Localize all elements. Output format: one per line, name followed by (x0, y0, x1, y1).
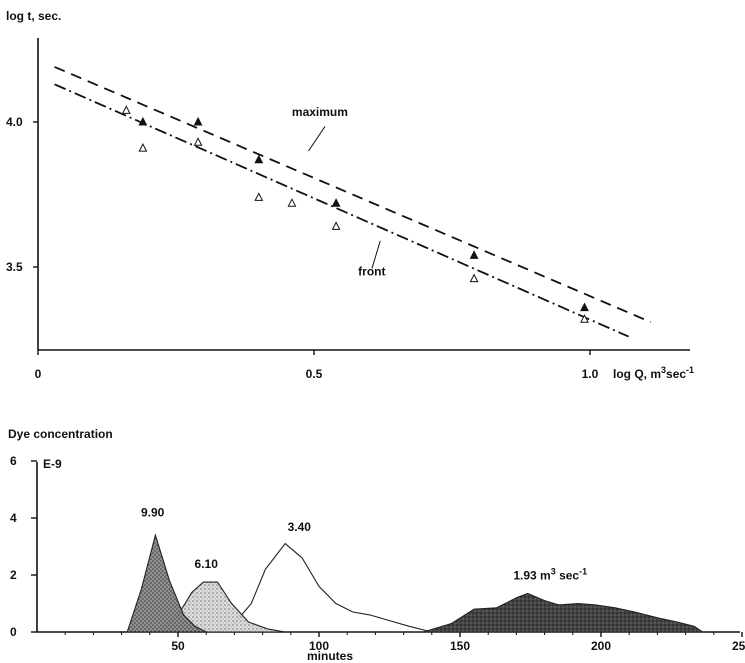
point-front-3 (254, 192, 264, 201)
peak-label-9.90: 9.90 (141, 506, 165, 520)
bottom-x-axis-label: minutes (307, 649, 353, 663)
top-ticks: 0 0.5 1.0 3.5 4.0 (6, 115, 599, 381)
point-front-7 (580, 314, 589, 323)
top-annotations: maximum front (292, 105, 386, 279)
point-front-0 (121, 105, 131, 114)
bottom-y-tick-label-2: 4 (10, 511, 17, 525)
point-maximum-3 (331, 198, 341, 207)
bottom-x-tick-label-2: 150 (450, 639, 470, 653)
point-maximum-4 (469, 250, 479, 259)
top-x-tick-label-1: 0.5 (306, 367, 323, 381)
area-6.10 (156, 581, 286, 633)
bottom-peak-labels: 9.90 6.10 3.40 1.93 m3 sec-1 (141, 506, 587, 583)
peak-label-3.40: 3.40 (288, 520, 312, 534)
leader-front (371, 240, 381, 269)
point-front-5 (331, 221, 341, 230)
top-y-axis-label: log t, sec. (6, 9, 61, 23)
leader-maximum (308, 126, 326, 152)
bottom-y-tick-label-0: 0 (10, 625, 17, 639)
bottom-chart: Dye concentration E-9 50 100 150 200 250 0 2 4 6… (8, 427, 745, 663)
bottom-chart-title: Dye concentration (8, 427, 113, 441)
top-x-axis-label: log Q, m3sec-1 (613, 365, 694, 381)
point-front-6 (469, 273, 479, 283)
area-3.40 (217, 542, 432, 633)
top-x-tick-label-2: 1.0 (582, 367, 599, 381)
point-maximum-2 (254, 154, 264, 164)
bottom-x-tick-label-4: 250 (732, 639, 745, 653)
fit-line-maximum (54, 66, 652, 323)
bottom-areas (126, 533, 705, 633)
top-x-tick-label-0: 0 (35, 367, 42, 381)
point-front-4 (287, 198, 297, 207)
bottom-ticks: 50 100 150 200 250 0 2 4 6 (10, 454, 745, 653)
annotation-front: front (358, 265, 385, 279)
peak-label-6.10: 6.10 (195, 557, 219, 571)
top-y-tick-label-0: 3.5 (6, 260, 23, 274)
bottom-y-tick-label-3: 6 (10, 454, 17, 468)
area-9.90 (126, 533, 207, 633)
top-fit-lines (54, 66, 652, 338)
point-maximum-0 (138, 116, 148, 126)
point-maximum-5 (580, 302, 589, 312)
bottom-unit-label: E-9 (43, 457, 62, 471)
bottom-y-tick-label-1: 2 (10, 568, 17, 582)
top-points (121, 105, 589, 323)
top-y-tick-label-1: 4.0 (6, 115, 23, 129)
annotation-maximum: maximum (292, 105, 348, 119)
point-front-1 (138, 143, 148, 152)
fit-line-front (54, 83, 630, 338)
peak-label-1.93: 1.93 m3 sec-1 (513, 566, 587, 582)
bottom-x-tick-label-0: 50 (171, 639, 185, 653)
bottom-x-tick-label-1: 100 (309, 639, 329, 653)
bottom-x-tick-label-3: 200 (591, 639, 611, 653)
point-front-2 (193, 137, 203, 146)
point-maximum-1 (193, 116, 203, 126)
top-chart: log t, sec. 0 0.5 1.0 3.5 4.0 maximum front l… (6, 9, 694, 381)
area-1.93 (423, 592, 705, 633)
